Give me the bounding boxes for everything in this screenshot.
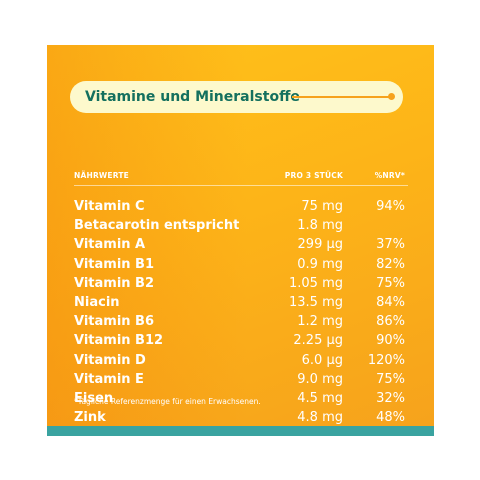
nutrient-name: Vitamin B6 [74,314,155,330]
nutrient-nrv: 32% [376,390,405,406]
nutrient-name: Vitamin B2 [74,275,155,291]
nutrient-nrv: 86% [376,314,405,330]
column-header-name: NÄHRWERTE [74,171,130,180]
nutrient-amount: 75 mg [301,199,343,214]
column-header-nrv: %NRV* [374,171,405,180]
header-divider [74,185,408,186]
nutrient-amount: 4.8 mg [297,410,343,426]
nutrient-name: Betacarotin entspricht [74,218,240,234]
nutrient-amount: 1.8 mg [297,218,343,234]
nutrient-amount: 2.25 µg [293,333,343,349]
nutrient-table: Vitamin C 75 mg 94% Betacarotin entspric… [47,197,434,427]
nutrient-nrv: 120% [367,352,405,368]
nutrient-amount: 0.9 mg [297,256,343,272]
nutrient-name: Vitamin B1 [74,256,155,272]
table-row: Vitamin E 9.0 mg 75% [47,370,434,389]
nutrient-nrv: 48% [376,410,405,426]
nutrient-nrv: 37% [376,237,405,253]
nutrient-nrv: 75% [376,371,405,387]
table-row: Vitamin D 6.0 µg 120% [47,351,434,370]
nutrient-nrv: 90% [376,333,405,349]
nutrient-amount: 9.0 mg [297,371,343,387]
decorative-line [292,96,390,98]
nutrient-nrv: 75% [376,275,405,291]
nutrient-amount: 1.05 mg [289,275,343,291]
bottom-stripe [47,426,434,436]
nutrient-nrv: 94% [376,199,405,214]
nutrient-amount: 13.5 mg [289,294,343,310]
title-pill: Vitamine und Mineralstoffe [70,81,403,113]
nutrient-nrv: 84% [376,294,405,310]
nutrient-amount: 6.0 µg [301,352,343,368]
table-row: Vitamin A 299 µg 37% [47,235,434,254]
table-row: Betacarotin entspricht 1.8 mg [47,216,434,235]
nutrient-name: Niacin [74,294,120,310]
table-row: Vitamin B1 0.9 mg 82% [47,255,434,274]
nutrient-name: Vitamin E [74,371,144,387]
footnote: *Tägliche Referenzmenge für einen Erwach… [74,397,261,406]
table-row: Eisen 4.5 mg 32% [47,389,434,408]
table-row: Vitamin B12 2.25 µg 90% [47,331,434,350]
nutrient-name: Vitamin C [74,199,145,214]
nutrition-panel: Vitamine und Mineralstoffe NÄHRWERTE PRO… [47,45,434,436]
nutrient-amount: 1.2 mg [297,314,343,330]
nutrient-name: Eisen [74,390,114,406]
table-row: Niacin 13.5 mg 84% [47,293,434,312]
nutrient-amount: 299 µg [297,237,343,253]
nutrient-name: Vitamin A [74,237,146,253]
table-row: Zink 4.8 mg 48% [47,408,434,427]
table-row: Vitamin B2 1.05 mg 75% [47,274,434,293]
nutrient-name: Vitamin B12 [74,333,164,349]
nutrient-name: Vitamin D [74,352,146,368]
table-row: Vitamin C 75 mg 94% [47,197,434,216]
card-title: Vitamine und Mineralstoffe [85,89,300,105]
column-header-amount: PRO 3 STÜCK [284,171,343,180]
nutrient-amount: 4.5 mg [297,390,343,406]
decorative-dot [388,93,395,100]
nutrient-name: Zink [74,410,106,426]
table-row: Vitamin B6 1.2 mg 86% [47,312,434,331]
nutrient-nrv: 82% [376,256,405,272]
